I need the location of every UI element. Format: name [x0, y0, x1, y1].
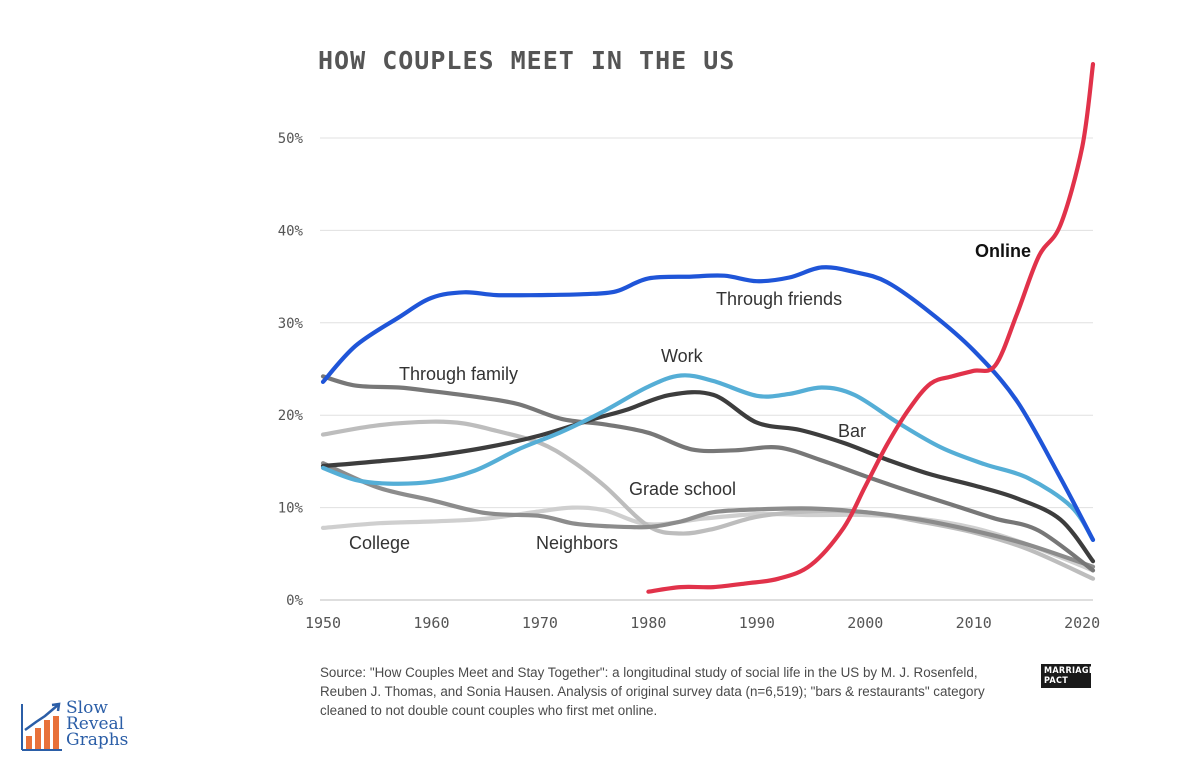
- y-axis-tick-labels: 0% 10% 20% 30% 40% 50%: [278, 131, 304, 609]
- chart-title: HOW COUPLES MEET IN THE US: [318, 46, 736, 75]
- series-label-college: College: [349, 533, 410, 553]
- series-lines: [320, 61, 1096, 594]
- x-tick-label: 1960: [413, 614, 449, 632]
- series-line-through-friends: [320, 265, 1096, 542]
- series-labels: College Grade school Neighbors Through fami…: [349, 241, 1031, 553]
- y-tick-label: 40%: [278, 223, 304, 239]
- series-line-work: [320, 373, 1096, 542]
- series-label-work: Work: [661, 346, 704, 366]
- x-tick-label: 1990: [739, 614, 775, 632]
- marriage-pact-logo: MARRIAGE PACT: [1041, 664, 1094, 688]
- x-tick-label: 1970: [522, 614, 558, 632]
- series-label-bar: Bar: [838, 421, 866, 441]
- bar-chart-icon: [21, 702, 62, 751]
- series-label-through-friends: Through friends: [716, 289, 842, 309]
- x-tick-label: 2010: [956, 614, 992, 632]
- gridlines: [320, 137, 1093, 601]
- series-label-online: Online: [975, 241, 1031, 261]
- series-line-through-family: [320, 374, 1096, 573]
- series-label-through-family: Through family: [399, 364, 518, 384]
- y-tick-label: 20%: [278, 408, 304, 424]
- series-line-neighbors: [320, 461, 1096, 569]
- x-tick-label: 2000: [847, 614, 883, 632]
- y-tick-label: 0%: [286, 593, 303, 609]
- y-tick-label: 30%: [278, 316, 304, 332]
- series-line-bar: [320, 390, 1096, 564]
- slow-reveal-graphs-wordmark: Slow Reveal Graphs: [66, 698, 129, 750]
- y-tick-label: 50%: [278, 131, 304, 147]
- series-label-neighbors: Neighbors: [536, 533, 618, 553]
- series-line-college: [320, 505, 1096, 573]
- x-tick-label: 1980: [630, 614, 666, 632]
- source-note: Source: "How Couples Meet and Stay Toget…: [320, 665, 985, 718]
- series-label-grade-school: Grade school: [629, 479, 736, 499]
- x-tick-label: 2020: [1064, 614, 1100, 632]
- slow-reveal-graphs-logo: Slow Reveal Graphs: [20, 700, 150, 756]
- series-line-online: [646, 61, 1096, 594]
- y-tick-label: 10%: [278, 501, 304, 517]
- x-tick-label: 1950: [305, 614, 341, 632]
- x-axis-tick-labels: 1950 1960 1970 1980 1990 2000 2010 2020: [305, 614, 1100, 632]
